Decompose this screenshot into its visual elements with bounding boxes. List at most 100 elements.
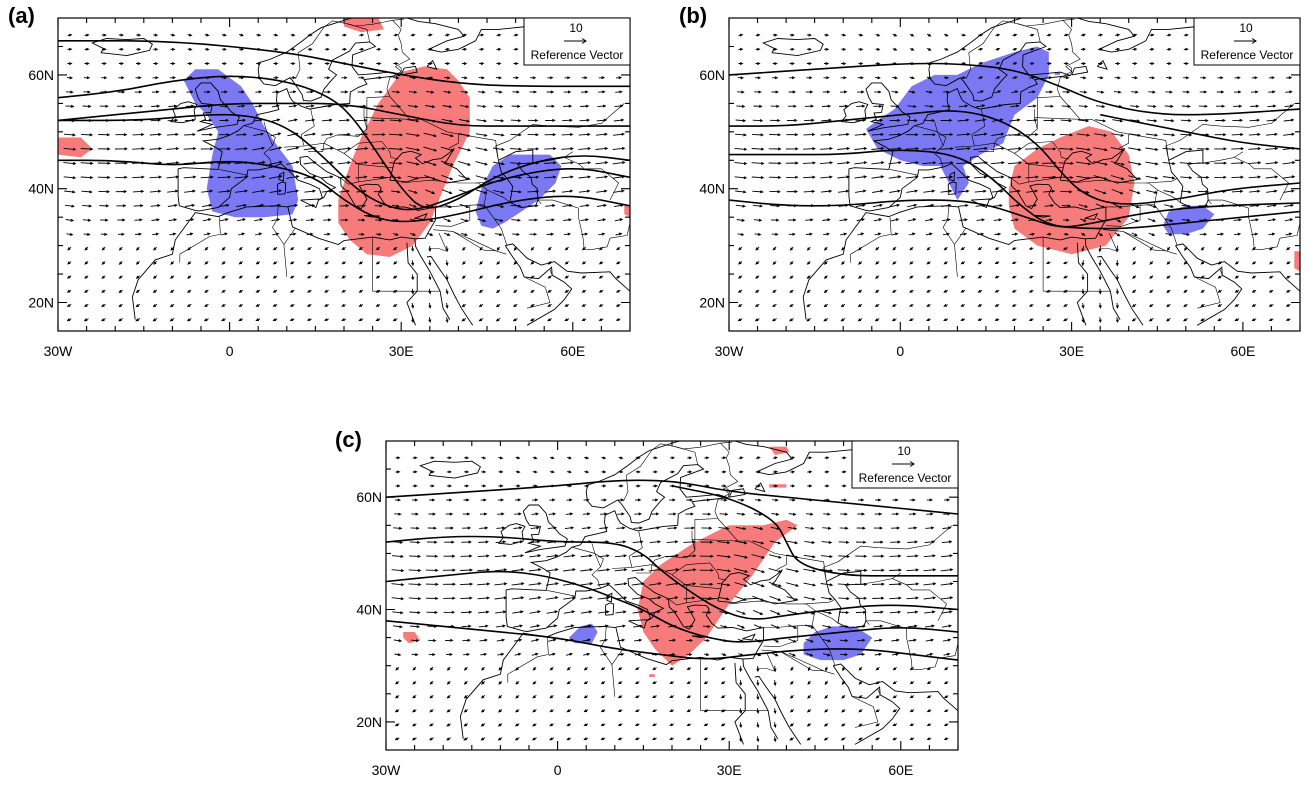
country-border-3 [300, 109, 315, 147]
reference-magnitude: 10 [897, 444, 911, 458]
country-border-13 [1034, 117, 1081, 120]
coastline-10 [832, 665, 901, 745]
contour-line-1 [58, 75, 630, 209]
negative-anomaly-region-5 [569, 623, 598, 644]
anomaly-shading [403, 446, 873, 677]
coastline-15 [363, 215, 381, 218]
country-border-9 [358, 164, 390, 183]
country-border-40 [346, 18, 405, 27]
positive-anomaly-region-3 [1294, 251, 1300, 272]
map-panel-c: 30W 0 30E 60E 20N 40N 60N 10 Reference Vector [356, 440, 959, 778]
country-border-5 [978, 143, 995, 152]
x-tick-label: 30W [44, 343, 74, 359]
coastline-13 [606, 592, 613, 603]
country-border-32 [865, 620, 958, 671]
country-border-2 [934, 121, 947, 146]
country-border-20 [757, 653, 776, 672]
coastline-18 [1096, 59, 1108, 70]
country-border-36 [1165, 103, 1295, 161]
country-border-17 [761, 649, 824, 672]
country-border-35 [892, 572, 901, 579]
country-border-37 [458, 133, 499, 161]
country-border-3 [971, 109, 986, 147]
country-border-17 [1103, 229, 1166, 252]
coastline-6 [717, 569, 796, 605]
coastline-9 [426, 255, 474, 326]
country-border-5 [636, 564, 653, 574]
coastline-4 [497, 523, 526, 545]
country-border-32 [1208, 199, 1300, 250]
country-border-7 [686, 562, 727, 581]
coastline-2 [406, 18, 528, 53]
country-border-15 [401, 179, 488, 205]
coastline-5 [762, 38, 824, 57]
reference-arrow [564, 38, 587, 44]
country-border-16 [435, 204, 485, 208]
country-border-3 [628, 531, 643, 568]
coastline-0 [131, 155, 436, 320]
panel-label-c: (c) [335, 427, 362, 452]
country-border-1 [914, 125, 944, 168]
coastline-4 [169, 101, 198, 124]
country-border-11 [1037, 77, 1061, 129]
axis-labels: 30W 0 30E 60E 20N 40N 60N [28, 67, 585, 359]
country-border-0 [889, 169, 918, 176]
wind-vector-field [734, 33, 1296, 324]
coastline-13 [278, 171, 285, 182]
country-border-10 [1010, 177, 1029, 185]
country-border-4 [283, 109, 368, 148]
coastline-17 [1071, 65, 1089, 76]
reference-magnitude: 10 [1239, 21, 1253, 35]
coastline-1 [178, 18, 407, 170]
coastline-9 [1097, 255, 1144, 326]
positive-anomaly-region-4 [649, 674, 655, 677]
coastline-0 [459, 577, 764, 739]
country-border-19 [483, 204, 508, 246]
coastline-8 [742, 658, 779, 740]
country-border-38 [1060, 65, 1072, 79]
reference-label: Reference Vector [859, 471, 952, 485]
country-border-40 [1017, 18, 1075, 27]
coastline-3 [194, 82, 240, 132]
y-tick-label: 40N [28, 181, 54, 197]
country-border-5 [308, 143, 325, 152]
coastline-19 [406, 242, 418, 326]
country-border-10 [668, 598, 687, 606]
country-border-15 [1071, 179, 1158, 205]
country-border-39 [965, 20, 1041, 80]
y-tick-label: 60N [28, 67, 54, 83]
country-border-33 [865, 620, 870, 625]
country-border-19 [811, 625, 836, 666]
coastline-18 [426, 59, 438, 70]
contour-line-2 [386, 570, 958, 643]
y-tick-label: 40N [356, 602, 382, 618]
country-border-27 [452, 231, 496, 252]
y-tick-label: 60N [699, 67, 725, 83]
country-border-32 [537, 199, 630, 250]
country-border-9 [1028, 164, 1061, 183]
country-border-10 [340, 177, 359, 185]
x-tick-label: 0 [554, 762, 562, 778]
country-border-2 [591, 543, 604, 567]
coastline-15 [691, 635, 709, 639]
coastline-14 [300, 198, 320, 209]
country-border-18 [1105, 205, 1141, 227]
coastline-16 [1084, 212, 1099, 220]
country-border-33 [1207, 199, 1212, 205]
contour-line-4 [1100, 113, 1300, 150]
x-tick-label: 30W [372, 762, 402, 778]
coastline-10 [504, 245, 573, 326]
reference-magnitude: 10 [569, 21, 583, 35]
reference-vector-legend: 10 Reference Vector [1193, 17, 1301, 66]
reference-label: Reference Vector [531, 48, 624, 62]
country-border-27 [1122, 231, 1166, 252]
country-border-18 [435, 205, 471, 227]
country-border-41 [1062, 20, 1081, 76]
country-border-38 [389, 65, 402, 79]
coastline-18 [754, 482, 766, 493]
height-contours [386, 479, 958, 661]
x-tick-label: 30E [1059, 343, 1084, 359]
negative-anomaly-region-1 [866, 46, 1049, 201]
coastline-12 [277, 181, 287, 195]
country-border-16 [1105, 204, 1155, 208]
